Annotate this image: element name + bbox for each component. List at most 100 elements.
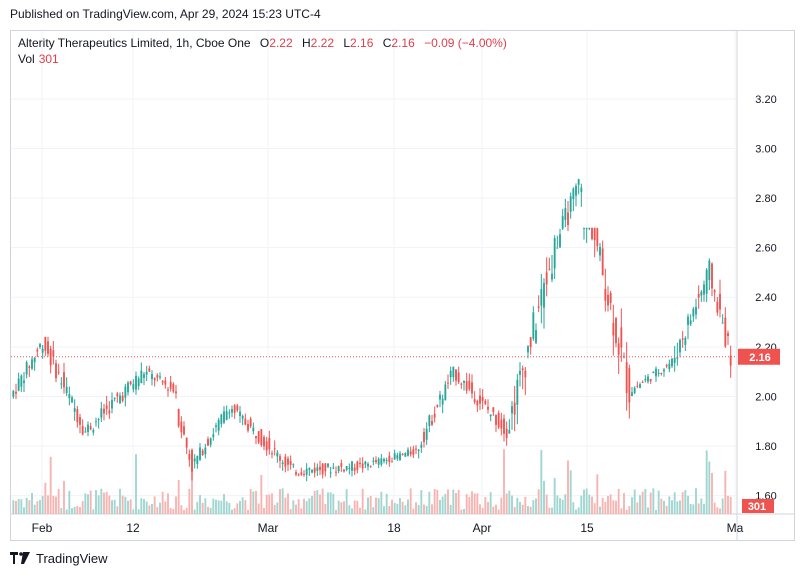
volume-bar [257,503,260,514]
volume-bar [617,488,620,514]
volume-bar [145,501,148,514]
volume-bar [287,493,289,514]
candle-body [636,385,639,387]
x-tick-label: Apr [473,521,492,535]
candle-body [537,306,540,308]
volume-bar [447,489,449,514]
candle-body [705,269,708,294]
grid-lines [11,31,795,540]
candle-body [335,471,337,473]
volume-bar [716,507,719,514]
volume-bar [433,489,436,514]
price-axis: 3.203.002.802.602.402.202.001.801.60 [755,94,776,503]
footer[interactable]: TradingView [10,551,108,566]
volume-bar [36,501,39,514]
volume-bar [223,493,225,514]
candle-body [324,463,327,472]
volume-bar [455,493,457,514]
candle-body [276,452,279,457]
y-tick-label: 3.20 [755,94,776,106]
open-value: 2.22 [269,36,293,50]
candle-body [567,212,569,226]
candle-body [97,418,100,420]
volume-bar [175,496,177,514]
candle-body [73,408,76,412]
volume-bar [196,501,199,514]
volume-bar [143,499,145,514]
volume-bar [692,504,695,514]
candle-body [23,380,25,384]
candle-body [255,435,257,439]
candle-body [425,428,428,440]
volume-bar [460,509,463,514]
volume-bar [439,499,441,514]
candle-body [252,427,255,432]
candle-body [28,366,31,368]
candle-body [327,463,329,467]
volume-bar [540,449,543,514]
volume-bar [700,498,703,514]
volume-bar [284,497,287,514]
volume-bar [60,508,63,514]
volume-bar [489,492,492,514]
candle-body [612,322,615,336]
volume-bar [511,495,513,514]
candle-body [644,379,647,381]
candle-body [380,458,383,465]
volume-bar [239,500,241,514]
volume-bar [705,450,708,514]
candle-body [169,381,172,389]
candle-body [564,208,567,220]
candle-body [527,346,529,353]
volume-bar [391,499,393,514]
volume-bar [15,500,17,514]
open-label: O [259,36,270,50]
candle-body [495,414,497,425]
candle-body [287,458,289,465]
volume-bar [244,500,247,514]
volume-bar [537,489,540,514]
candle-body [129,381,132,385]
volume-bar [695,488,697,514]
volume-bar [265,494,268,514]
volume-bar [385,493,388,514]
candle-body [383,458,385,462]
low-value: 2.16 [350,36,374,50]
candle-body [521,368,524,370]
candle-body [60,383,63,385]
candle-body [543,283,545,308]
candle-body [447,382,449,384]
candle-body [649,379,652,382]
candle-body [396,455,399,459]
candles [12,178,732,482]
volume-bar [247,509,249,514]
volume-bar [111,500,113,514]
candle-body [492,407,495,412]
volume-bar [33,504,36,514]
candle-body [100,408,103,418]
candle-body [516,379,519,405]
volume-bar [524,496,527,514]
candle-body [183,426,185,435]
candle-body [420,444,423,448]
candle-body [17,378,20,391]
candle-body [457,372,460,383]
volume-bar [620,508,623,514]
volume-bar [271,493,273,514]
candle-body [228,412,231,414]
volume-bar [508,490,511,514]
volume-bar [292,500,295,514]
volume-bar [601,497,604,514]
candle-body [113,397,116,399]
volume-bar [137,509,140,514]
candle-body [188,454,191,460]
symbol-title[interactable]: Alterity Therapeutics Limited, 1h, Cboe … [18,36,251,50]
candle-body [68,393,71,399]
candle-body [695,306,697,315]
y-tick-label: 2.00 [755,391,776,403]
volume-bar [668,496,671,514]
candle-body [63,372,65,388]
volume-bar [337,500,340,514]
volume-bar [492,506,495,514]
